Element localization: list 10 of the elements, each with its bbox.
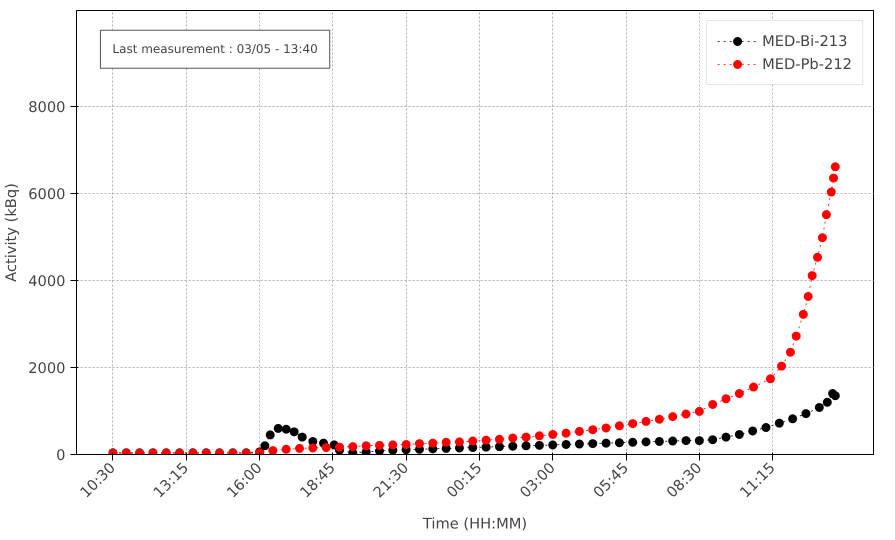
x-axis-title: Time (HH:MM): [422, 515, 528, 532]
y-tick-label: 8000: [28, 98, 66, 116]
y-tick-label: 6000: [28, 186, 66, 203]
y-tick-label: 2000: [28, 360, 66, 377]
legend-label: MED-Pb-212: [762, 56, 852, 72]
annotation: Last measurement : 03/05 - 13:40: [112, 42, 318, 56]
y-tick-label: 4000: [28, 272, 66, 290]
y-axis-title: Activity (kBq): [3, 183, 20, 282]
y-tick-label: 0: [56, 447, 66, 464]
legend-label: MED-Bi-213: [762, 32, 848, 50]
